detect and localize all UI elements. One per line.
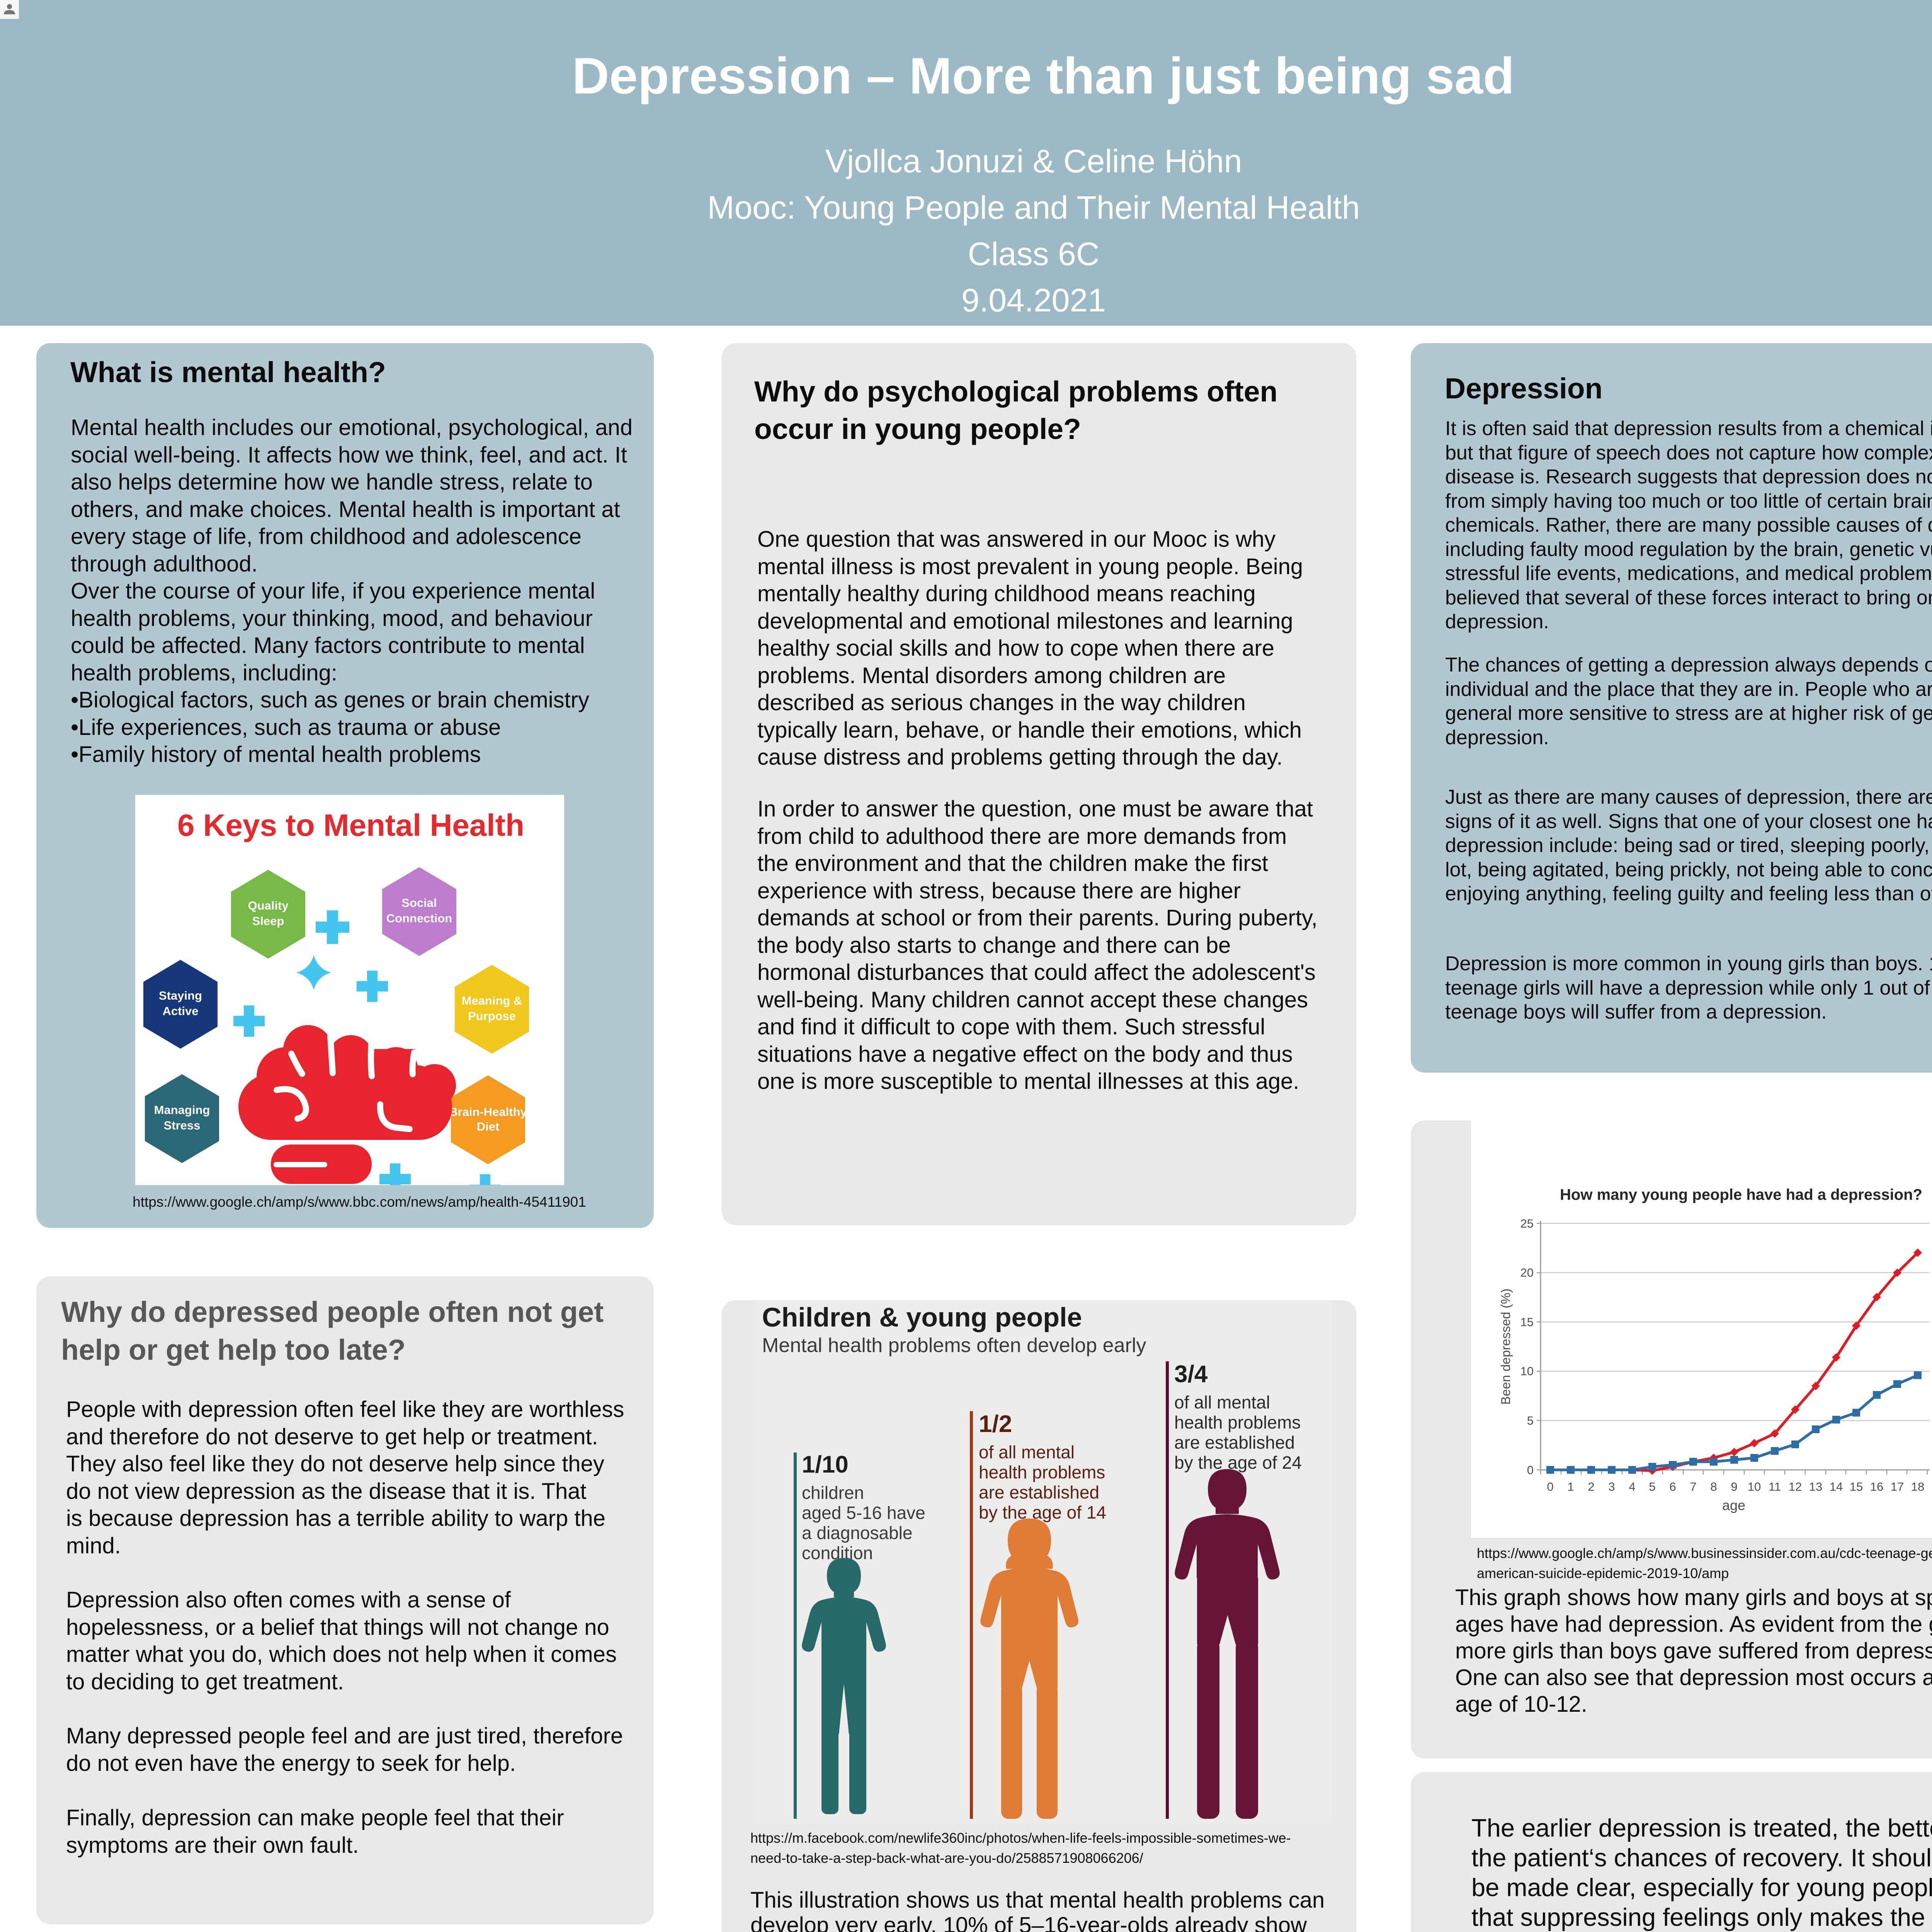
svg-text:Purpose: Purpose <box>468 1009 516 1023</box>
svg-text:Managing: Managing <box>154 1103 210 1117</box>
svg-text:25: 25 <box>1520 1217 1534 1230</box>
svg-text:1: 1 <box>1567 1480 1574 1493</box>
svg-text:Stress: Stress <box>164 1119 201 1132</box>
svg-text:by the age of 24: by the age of 24 <box>1174 1452 1302 1473</box>
svg-text:Social: Social <box>401 896 437 910</box>
svg-text:0: 0 <box>1527 1463 1534 1477</box>
svg-text:Been depressed (%): Been depressed (%) <box>1498 1289 1513 1405</box>
svg-text:by the age of 14: by the age of 14 <box>979 1502 1106 1522</box>
svg-text:17: 17 <box>1891 1480 1904 1493</box>
svg-text:Meaning &: Meaning & <box>462 994 522 1007</box>
svg-text:15: 15 <box>1520 1315 1534 1329</box>
svg-text:10: 10 <box>1520 1364 1534 1378</box>
svg-text:6: 6 <box>1669 1480 1676 1493</box>
svg-text:6 Keys to Mental Health: 6 Keys to Mental Health <box>177 808 524 842</box>
svg-text:a diagnosable: a diagnosable <box>802 1523 912 1543</box>
svg-text:3: 3 <box>1608 1480 1615 1493</box>
svg-text:20: 20 <box>1520 1266 1534 1279</box>
svg-text:11: 11 <box>1769 1480 1781 1493</box>
svg-text:10: 10 <box>1748 1480 1761 1493</box>
svg-text:7: 7 <box>1690 1480 1696 1493</box>
svg-text:14: 14 <box>1830 1480 1843 1493</box>
svg-text:are established: are established <box>979 1482 1099 1502</box>
svg-text:5: 5 <box>1649 1480 1655 1493</box>
svg-text:health problems: health problems <box>1174 1412 1301 1432</box>
svg-text:of all mental: of all mental <box>1174 1392 1270 1412</box>
svg-text:are established: are established <box>1174 1432 1295 1452</box>
svg-text:How many young people have had: How many young people have had a depress… <box>1560 1186 1922 1203</box>
svg-text:12: 12 <box>1789 1480 1802 1493</box>
svg-text:2: 2 <box>1588 1480 1594 1493</box>
svg-text:Diet: Diet <box>477 1120 500 1133</box>
svg-text:Staying: Staying <box>159 989 202 1002</box>
svg-text:3/4: 3/4 <box>1174 1361 1208 1388</box>
svg-text:8: 8 <box>1710 1480 1717 1493</box>
svg-text:Connection: Connection <box>386 912 452 925</box>
svg-text:13: 13 <box>1809 1480 1822 1493</box>
svg-text:0: 0 <box>1547 1480 1553 1493</box>
svg-text:15: 15 <box>1850 1480 1863 1493</box>
svg-text:4: 4 <box>1629 1480 1635 1493</box>
svg-text:Brain-Healthy: Brain-Healthy <box>449 1105 527 1119</box>
svg-text:health problems: health problems <box>979 1462 1105 1482</box>
svg-text:of all mental: of all mental <box>979 1442 1075 1462</box>
svg-text:aged 5-16 have: aged 5-16 have <box>802 1503 925 1523</box>
svg-text:16: 16 <box>1870 1480 1883 1493</box>
svg-text:5: 5 <box>1527 1414 1534 1427</box>
svg-text:Active: Active <box>162 1004 198 1018</box>
svg-text:1/10: 1/10 <box>802 1451 849 1478</box>
svg-text:Sleep: Sleep <box>252 914 284 928</box>
svg-text:9: 9 <box>1731 1480 1737 1493</box>
svg-text:Quality: Quality <box>248 899 289 912</box>
svg-text:age: age <box>1722 1497 1745 1513</box>
svg-text:children: children <box>802 1483 864 1503</box>
svg-text:18: 18 <box>1911 1480 1924 1493</box>
svg-text:1/2: 1/2 <box>979 1411 1012 1437</box>
